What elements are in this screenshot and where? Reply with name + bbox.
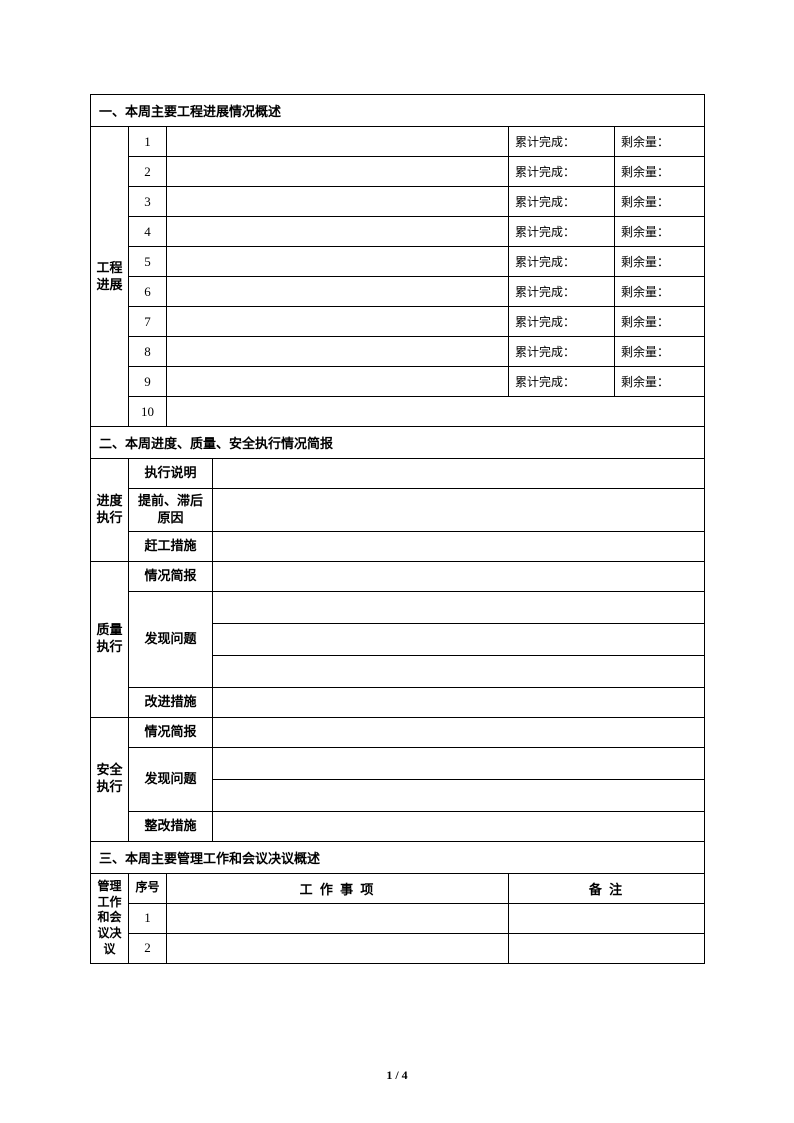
- row-remaining: 剩余量：: [615, 127, 705, 157]
- section2-header: 二、本周进度、质量、安全执行情况简报: [91, 427, 705, 459]
- row-num: 9: [129, 367, 167, 397]
- row-remaining: 剩余量：: [615, 367, 705, 397]
- row-completed: 累计完成：: [509, 157, 615, 187]
- item-value: [213, 687, 705, 717]
- item-label: 发现问题: [129, 747, 213, 811]
- row-num: 2: [129, 157, 167, 187]
- item-value: [213, 459, 705, 489]
- row-remaining: 剩余量：: [615, 157, 705, 187]
- item-label: 执行说明: [129, 459, 213, 489]
- row-num: 10: [129, 397, 167, 427]
- row-desc: [167, 217, 509, 247]
- item-label: 提前、滞后原因: [129, 489, 213, 532]
- row-remaining: 剩余量：: [615, 337, 705, 367]
- section3-row-label: 管理工作和会议决议: [91, 873, 129, 963]
- row-remaining: 剩余量：: [615, 277, 705, 307]
- group-label: 进度执行: [91, 459, 129, 562]
- row-completed: 累计完成：: [509, 217, 615, 247]
- row-num: 8: [129, 337, 167, 367]
- item-value: [213, 561, 705, 591]
- report-table: 一、本周主要工程进展情况概述 工程进展 1 累计完成： 剩余量： 2 累计完成：…: [90, 94, 705, 964]
- row-num: 6: [129, 277, 167, 307]
- item-value: [213, 747, 705, 779]
- item-value: [213, 779, 705, 811]
- row-desc: [167, 157, 509, 187]
- row-remaining: 剩余量：: [615, 187, 705, 217]
- row-completed: 累计完成：: [509, 277, 615, 307]
- row-completed: 累计完成：: [509, 307, 615, 337]
- row-num: 1: [129, 127, 167, 157]
- row-remaining: 剩余量：: [615, 307, 705, 337]
- item-label: 改进措施: [129, 687, 213, 717]
- row-note: [509, 903, 705, 933]
- item-label: 整改措施: [129, 811, 213, 841]
- item-value: [213, 717, 705, 747]
- item-value: [213, 623, 705, 655]
- row-desc: [167, 307, 509, 337]
- section1-row-label: 工程进展: [91, 127, 129, 427]
- row-remaining: 剩余量：: [615, 247, 705, 277]
- row-completed: 累计完成：: [509, 337, 615, 367]
- row-completed: 累计完成：: [509, 187, 615, 217]
- row-num: 2: [129, 933, 167, 963]
- section1-row-label-text: 工程进展: [96, 260, 122, 292]
- row-desc: [167, 187, 509, 217]
- row-num: 7: [129, 307, 167, 337]
- group-label: 安全执行: [91, 717, 129, 841]
- col-item: 工 作 事 项: [167, 873, 509, 903]
- section3-header: 三、本周主要管理工作和会议决议概述: [91, 841, 705, 873]
- col-note: 备 注: [509, 873, 705, 903]
- page-footer: 1 / 4: [0, 1068, 794, 1083]
- item-label: 赶工措施: [129, 531, 213, 561]
- row-item: [167, 933, 509, 963]
- item-label: 发现问题: [129, 591, 213, 687]
- section1-header: 一、本周主要工程进展情况概述: [91, 95, 705, 127]
- item-value: [213, 811, 705, 841]
- item-value: [213, 655, 705, 687]
- col-seq: 序号: [129, 873, 167, 903]
- row-note: [509, 933, 705, 963]
- item-value: [213, 489, 705, 532]
- row-completed: 累计完成：: [509, 367, 615, 397]
- row-num: 4: [129, 217, 167, 247]
- item-value: [213, 531, 705, 561]
- row-num: 3: [129, 187, 167, 217]
- row-num: 5: [129, 247, 167, 277]
- row-desc: [167, 337, 509, 367]
- item-label: 情况简报: [129, 561, 213, 591]
- row-desc: [167, 397, 705, 427]
- item-value: [213, 591, 705, 623]
- row-item: [167, 903, 509, 933]
- row-desc: [167, 247, 509, 277]
- row-num: 1: [129, 903, 167, 933]
- group-label: 质量执行: [91, 561, 129, 717]
- row-desc: [167, 277, 509, 307]
- row-desc: [167, 127, 509, 157]
- row-remaining: 剩余量：: [615, 217, 705, 247]
- row-completed: 累计完成：: [509, 247, 615, 277]
- item-label: 情况简报: [129, 717, 213, 747]
- row-completed: 累计完成：: [509, 127, 615, 157]
- row-desc: [167, 367, 509, 397]
